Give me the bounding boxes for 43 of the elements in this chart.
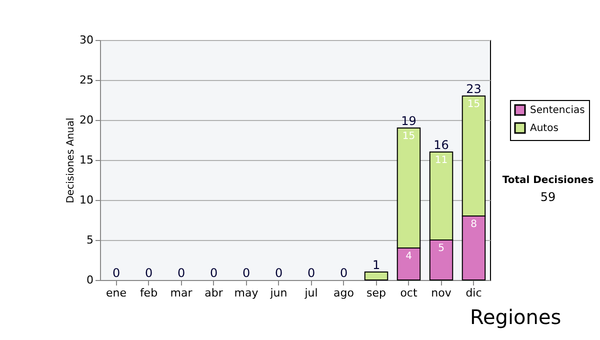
total-label: 16 [434,138,449,152]
total-label: 0 [340,266,348,280]
x-tick-label: sep [366,286,386,300]
y-tick-label: 20 [80,114,94,126]
total-label: 0 [274,266,283,280]
data-label: 4 [406,251,412,262]
total-label: 0 [210,266,218,280]
data-label: 11 [434,155,448,166]
x-tick-label: ene [106,286,127,300]
x-tick-label: oct [400,286,418,300]
total-label: 1 [372,258,380,272]
legend-label: Autos [530,123,558,134]
x-tick-label: may [234,286,259,300]
y-axis-title: Decisiones Anual [66,118,77,204]
total-label: 0 [112,266,120,280]
total-label: 0 [144,266,153,280]
x-tick-label: abr [204,286,224,300]
x-tick-label: jul [304,286,318,300]
x-tick-label: nov [431,286,452,300]
x-tick-label: mar [170,286,193,300]
y-tick-label: 5 [86,234,94,246]
text: Total Decisiones [502,175,594,186]
y-tick-label: 0 [86,274,94,286]
x-tick-label: feb [140,286,158,300]
y-tick-label: 25 [80,74,94,86]
y-tick-label: 30 [80,34,94,46]
x-tick-label: dic [466,286,482,300]
data-label: 15 [402,131,416,142]
y-tick-label: 10 [80,194,94,206]
text: 59 [540,190,556,204]
data-label: 5 [438,243,444,254]
x-tick-label: jun [269,286,288,300]
y-tick-label: 15 [80,154,94,166]
total-label: 23 [466,82,482,96]
legend-label: Sentencias [530,105,585,116]
x-tick-label: ago [334,286,354,300]
total-label: 0 [177,266,186,280]
total-label: 0 [307,266,316,280]
text: Regiones [470,305,562,329]
data-label: 8 [470,219,477,230]
data-label: 15 [467,99,480,110]
total-label: 0 [242,266,250,280]
total-label: 19 [401,114,416,128]
